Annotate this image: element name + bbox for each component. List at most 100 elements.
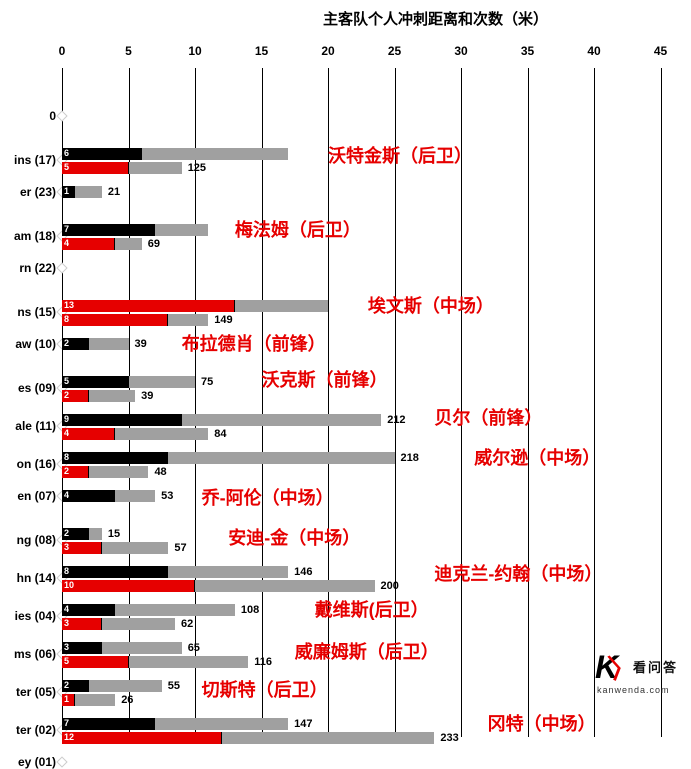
axis-tick: 5 [125,44,132,58]
gridline [262,68,263,737]
bar-fg-value: 4 [64,490,69,500]
bar-fg-value: 5 [64,162,69,172]
bar-end-value: 147 [294,718,312,730]
annotation: 乔-阿伦（中场） [202,484,334,510]
bar-fg-value: 2 [64,466,69,476]
bar-fg-value: 7 [64,718,69,728]
bar-fg-value: 5 [64,656,69,666]
bar-end-value: 39 [135,338,147,350]
axis-tick: 35 [521,44,534,58]
bar-fg-value: 3 [64,642,69,652]
axis-tick: 25 [388,44,401,58]
annotation: 迪克兰-约翰（中场） [434,560,602,586]
gridline [328,68,329,737]
bar-fg-value: 2 [64,338,69,348]
gridline [661,68,662,737]
player-label: aw (10) [0,337,56,351]
logo-url: kanwenda.com [597,685,670,695]
bar-foreground [62,162,129,174]
gridline [461,68,462,737]
annotation: 安迪-金（中场） [228,524,360,550]
bar-fg-value: 4 [64,428,69,438]
bar-foreground [62,656,129,668]
annotation: 威尔逊（中场） [474,444,600,470]
bar-fg-value: 1 [64,186,69,196]
bar-fg-value: 13 [64,300,74,310]
bar-foreground [62,452,168,464]
annotation: 沃克斯（前锋） [262,366,388,392]
player-label: en (07) [0,489,56,503]
bar-fg-value: 8 [64,314,69,324]
player-label: ter (05) [0,685,56,699]
bar-fg-value: 8 [64,566,69,576]
axis-tick: 0 [59,44,66,58]
bar-end-value: 53 [161,490,173,502]
bar-foreground [62,148,142,160]
axis-tick: 40 [587,44,600,58]
player-label: rn (22) [0,261,56,275]
gridline [395,68,396,737]
bar-end-value: 62 [181,618,193,630]
gridline [528,68,529,737]
bar-fg-value: 2 [64,680,69,690]
axis-tick: 20 [321,44,334,58]
bar-fg-value: 7 [64,224,69,234]
annotation: 切斯特（后卫） [202,676,328,702]
annotation: 戴维斯(后卫） [315,596,429,622]
bar-fg-value: 6 [64,148,69,158]
annotation: 威廉姆斯（后卫） [295,638,439,664]
bar-foreground [62,490,115,502]
bar-end-value: 200 [381,580,399,592]
bar-fg-value: 4 [64,604,69,614]
bar-fg-value: 10 [64,580,74,590]
annotation: 沃特金斯（后卫） [328,142,472,168]
bar-foreground [62,376,129,388]
logo-brand: 看问答 [633,657,678,676]
bar-end-value: 48 [154,466,166,478]
axis-tick: 30 [454,44,467,58]
bar-end-value: 26 [121,694,133,706]
player-label: hn (14) [0,571,56,585]
bar-end-value: 39 [141,390,153,402]
bar-fg-value: 1 [64,694,69,704]
bar-foreground [62,314,168,326]
bar-foreground [62,238,115,250]
player-label: es (09) [0,381,56,395]
bar-foreground [62,414,182,426]
bar-end-value: 55 [168,680,180,692]
bar-foreground [62,224,155,236]
player-label: am (18) [0,229,56,243]
annotation: 埃文斯（中场） [368,292,494,318]
bar-foreground [62,732,222,744]
bar-end-value: 84 [214,428,226,440]
player-label: ins (17) [0,153,56,167]
bar-end-value: 146 [294,566,312,578]
bar-foreground [62,718,155,730]
bar-fg-value: 9 [64,414,69,424]
bar-foreground [62,566,168,578]
player-label: ies (04) [0,609,56,623]
bar-foreground [62,604,115,616]
annotation: 梅法姆（后卫） [235,216,361,242]
bar-end-value: 218 [401,452,419,464]
axis-tick: 15 [255,44,268,58]
bar-end-value: 75 [201,376,213,388]
gridline [594,68,595,737]
bar-end-value: 21 [108,186,120,198]
bar-end-value: 57 [174,542,186,554]
bar-fg-value: 2 [64,528,69,538]
diamond-marker [56,756,67,767]
bar-fg-value: 3 [64,542,69,552]
bar-end-value: 15 [108,528,120,540]
player-label: ale (11) [0,419,56,433]
player-label: ter (02) [0,723,56,737]
player-label: 0 [0,109,56,123]
chart-title: 主客队个人冲刺距离和次数（米） [0,0,691,33]
axis-tick: 10 [188,44,201,58]
bar-fg-value: 8 [64,452,69,462]
bar-end-value: 125 [188,162,206,174]
bar-foreground [62,580,195,592]
bar-end-value: 149 [214,314,232,326]
annotation: 贝尔（前锋） [434,404,542,430]
player-label: ey (01) [0,755,56,769]
